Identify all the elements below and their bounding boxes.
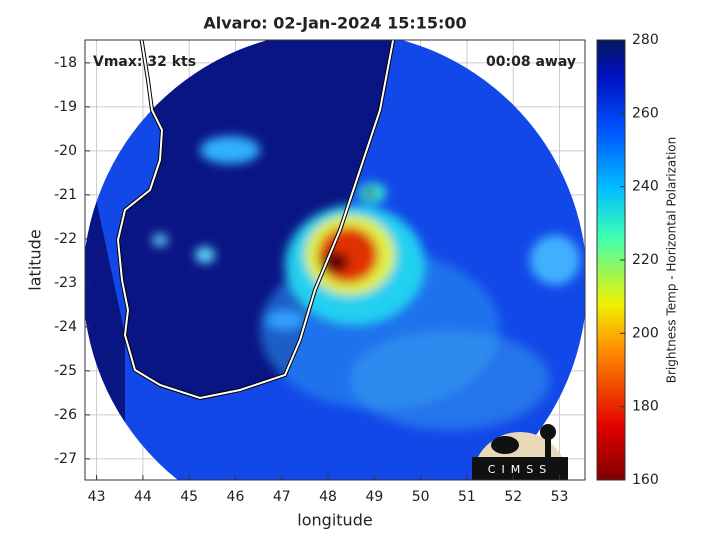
logo: CIMSS [472,424,568,480]
x-tick-label: 47 [273,489,291,505]
vmax-label: Vmax: 32 kts [93,54,196,70]
y-tick-label: -25 [54,363,77,379]
x-tick-label: 50 [412,489,430,505]
y-tick-label: -20 [54,143,77,159]
colorbar-tick-label: 260 [632,105,659,121]
y-tick-label: -26 [54,407,77,423]
coastline [116,40,395,400]
colorbar-tick-label: 220 [632,252,659,268]
chart-title: Alvaro: 02-Jan-2024 15:15:00 [203,14,466,33]
x-tick-label: 52 [504,489,522,505]
x-tick-label: 48 [319,489,337,505]
logo-text: CIMSS [488,463,552,476]
colorbar-tick-label: 280 [632,32,659,48]
land [85,40,395,480]
time-away-label: 00:08 away [486,54,576,70]
y-tick-label: -24 [54,319,77,335]
y-tick-label: -18 [54,55,77,71]
y-tick-label: -27 [54,451,77,467]
colorbar-tick-label: 160 [632,472,659,488]
x-tick-label: 51 [458,489,476,505]
x-tick-label: 43 [88,489,106,505]
y-tick-label: -19 [54,99,77,115]
clouds [152,136,580,430]
x-tick-label: 46 [227,489,245,505]
y-tick-label: -22 [54,231,77,247]
image [85,40,585,480]
x-axis-label: longitude [297,511,372,530]
colorbar-label: Brightness Temp - Horizontal Polarizatio… [665,137,679,384]
y-axis-label: latitude [26,229,45,290]
x-tick-label: 45 [180,489,198,505]
plot-frame [84,39,586,481]
x-tick-label: 49 [365,489,383,505]
y-tick-label: -23 [54,275,77,291]
y-tick-label: -21 [54,187,77,203]
colorbar-tick-label: 180 [632,399,659,415]
colorbar-tick-label: 240 [632,179,659,195]
x-tick-label: 53 [551,489,569,505]
x-tick-label: 44 [134,489,152,505]
colorbar-tick-label: 200 [632,325,659,341]
